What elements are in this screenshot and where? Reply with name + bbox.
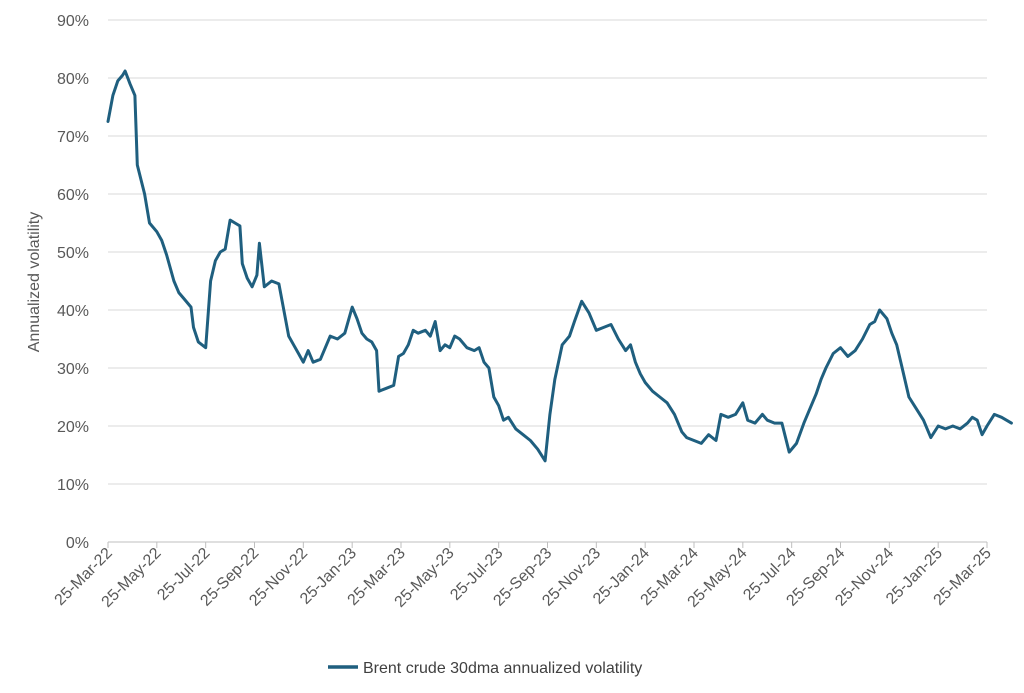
y-tick-label: 30%: [57, 361, 89, 378]
legend: Brent crude 30dma annualized volatility: [328, 660, 642, 677]
legend-label: Brent crude 30dma annualized volatility: [363, 660, 642, 677]
y-tick-label: 50%: [57, 245, 89, 262]
x-axis-tickmarks: [107, 542, 988, 548]
y-tick-label: 70%: [57, 129, 89, 146]
y-tick-label: 60%: [57, 187, 89, 204]
y-tick-label: 10%: [57, 477, 89, 494]
y-tick-label: 20%: [57, 419, 89, 436]
y-tick-label: 80%: [57, 71, 89, 88]
x-axis-ticks: 25-Mar-2225-May-2225-Jul-2225-Sep-2225-N…: [52, 545, 995, 611]
y-tick-label: 0%: [66, 535, 89, 552]
y-axis-ticks: 0% 10% 20% 30% 40% 50% 60% 70% 80% 90%: [57, 13, 89, 552]
series-line-brent-volatility: [106, 69, 1013, 463]
gridlines: [108, 19, 987, 485]
y-tick-label: 40%: [57, 303, 89, 320]
y-axis-label: Annualized volatility: [26, 212, 43, 353]
y-tick-label: 90%: [57, 13, 89, 30]
series-layer: [106, 69, 1013, 463]
